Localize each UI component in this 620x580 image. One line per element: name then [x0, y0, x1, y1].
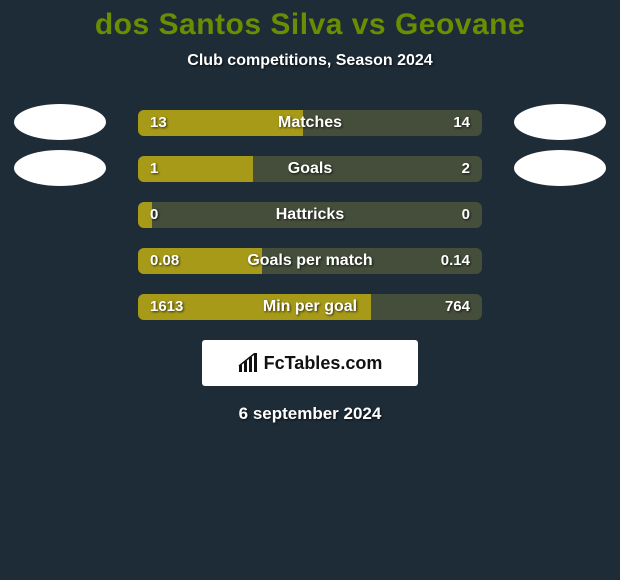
stat-bar-fill [138, 110, 303, 136]
stat-bar-fill [138, 156, 253, 182]
comparison-infographic: dos Santos Silva vs Geovane Club competi… [0, 0, 620, 580]
stat-value-right: 0 [462, 202, 470, 228]
stat-row: Goals12 [0, 156, 620, 182]
subtitle: Club competitions, Season 2024 [0, 52, 620, 70]
date-label: 6 september 2024 [0, 404, 620, 424]
stat-row: Matches1314 [0, 110, 620, 136]
player-right-avatar [514, 104, 606, 140]
player-left-avatar [14, 150, 106, 186]
stat-bar: Goals12 [138, 156, 482, 182]
stat-bar-fill [138, 248, 262, 274]
stat-row: Goals per match0.080.14 [0, 248, 620, 274]
stat-bar-fill [138, 202, 152, 228]
stat-value-right: 14 [453, 110, 470, 136]
stat-bar: Goals per match0.080.14 [138, 248, 482, 274]
bar-chart-icon [238, 353, 258, 373]
stat-bar: Matches1314 [138, 110, 482, 136]
stat-bar: Hattricks00 [138, 202, 482, 228]
stat-value-right: 0.14 [441, 248, 470, 274]
stat-bar: Min per goal1613764 [138, 294, 482, 320]
player-left-avatar [14, 104, 106, 140]
player-right-avatar [514, 150, 606, 186]
fctables-logo: FcTables.com [202, 340, 418, 386]
stat-row: Hattricks00 [0, 202, 620, 228]
stat-value-right: 764 [445, 294, 470, 320]
stat-value-right: 2 [462, 156, 470, 182]
stat-label: Hattricks [138, 202, 482, 228]
stats-area: Matches1314 Goals12 Hattricks00 Goals per m… [0, 110, 620, 320]
stat-row: Min per goal1613764 [0, 294, 620, 320]
stat-bar-fill [138, 294, 371, 320]
logo-text: FcTables.com [264, 353, 383, 374]
page-title: dos Santos Silva vs Geovane [0, 0, 620, 42]
